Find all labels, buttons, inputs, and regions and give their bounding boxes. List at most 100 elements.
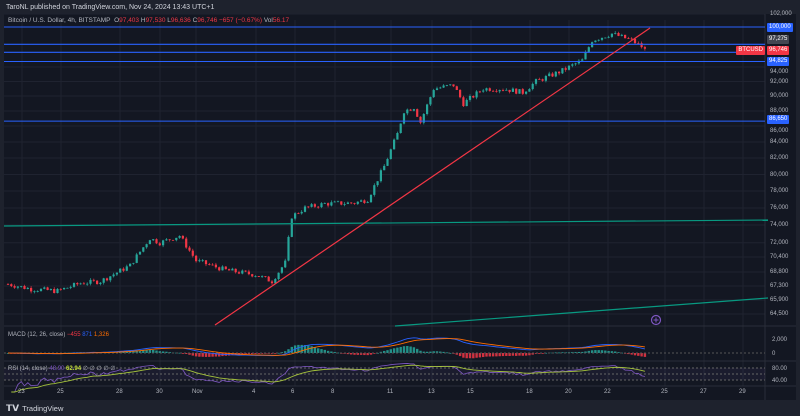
macd-histogram-bar — [353, 353, 356, 355]
candle-up — [142, 247, 145, 252]
macd-histogram-bar — [505, 353, 508, 356]
candle-up — [145, 244, 148, 248]
candle-up — [389, 149, 392, 160]
macd-histogram-bar — [178, 352, 181, 354]
candle-up — [261, 276, 264, 277]
macd-histogram-bar — [515, 353, 518, 356]
candle-down — [313, 204, 316, 207]
macd-legend[interactable]: MACD (12, 26, close) −455 871 1,326 — [8, 331, 109, 339]
macd-histogram-bar — [442, 351, 445, 353]
candle-down — [455, 86, 458, 90]
candle-up — [548, 73, 551, 77]
macd-histogram-bar — [491, 353, 495, 357]
candle-down — [155, 239, 158, 244]
candle-up — [439, 87, 442, 89]
candle-up — [518, 89, 521, 94]
macd-histogram-bar — [577, 351, 581, 353]
candle-down — [53, 289, 56, 293]
macd-histogram-bar — [254, 353, 257, 354]
candle-down — [630, 38, 633, 40]
macd-histogram-bar — [607, 350, 610, 353]
candle-up — [406, 109, 409, 114]
macd-histogram-bar — [458, 353, 462, 357]
candle-up — [300, 211, 303, 214]
price-axis-label: 72,000 — [770, 239, 789, 246]
candle-up — [465, 99, 468, 107]
candle-up — [162, 240, 165, 246]
candle-up — [482, 90, 485, 92]
candle-down — [363, 200, 366, 203]
macd-histogram-bar — [188, 353, 191, 355]
candle-down — [158, 243, 161, 246]
candle-down — [297, 213, 300, 215]
macd-histogram-bar — [425, 351, 429, 353]
candle-up — [485, 88, 488, 91]
rsi-line — [11, 363, 645, 393]
macd-histogram-bar — [323, 349, 326, 353]
rsi-value: 48.90 — [49, 366, 65, 372]
candle-up — [241, 270, 244, 274]
candle-up — [379, 170, 382, 182]
symbol-name[interactable]: Bitcoin / U.S. Dollar, 4h, BITSTAMP — [8, 17, 111, 24]
macd-histogram-bar — [402, 346, 406, 353]
macd-histogram-bar — [524, 353, 528, 356]
candle-up — [544, 76, 547, 81]
candle-down — [551, 73, 554, 77]
macd-histogram-bar — [211, 353, 214, 357]
candle-up — [373, 185, 376, 195]
candle-up — [581, 59, 584, 61]
macd-histogram-bar — [399, 346, 402, 353]
candle-down — [96, 280, 99, 285]
candle-up — [534, 79, 538, 84]
macd-axis-2000: 2,000 — [772, 337, 788, 343]
candle-up — [402, 113, 406, 124]
price-axis-label: 90,000 — [770, 93, 789, 99]
candle-down — [317, 206, 320, 208]
plus-circle-icon[interactable] — [650, 314, 662, 326]
candle-up — [86, 283, 89, 285]
close-value: 96,746 — [197, 17, 218, 24]
candle-down — [211, 264, 214, 266]
candle-down — [419, 116, 422, 123]
rsi-axis-40: 40.00 — [772, 378, 788, 384]
candle-up — [449, 84, 452, 86]
macd-histogram-bar — [313, 347, 317, 353]
candle-up — [138, 251, 142, 255]
candle-down — [247, 271, 250, 275]
macd-histogram-bar — [284, 351, 287, 353]
change-value: −657 (−0.67%) — [219, 17, 263, 24]
candle-down — [488, 88, 491, 91]
rsi-ma-line — [11, 364, 646, 393]
macd-histogram-bar — [412, 347, 416, 353]
tradingview-logo[interactable]: 𝗧𝗩 TradingView — [6, 403, 63, 414]
macd-histogram-bar — [227, 353, 231, 356]
chart-frame[interactable] — [4, 14, 796, 400]
candle-up — [165, 239, 168, 241]
price-axis-label: 88,000 — [770, 108, 789, 114]
macd-histogram-bar — [277, 352, 280, 354]
candle-up — [198, 260, 201, 262]
rsi-legend[interactable]: RSI (14, close) 48.90 62.94 ∅ ∅ ∅ ∅ ∅ — [8, 365, 116, 373]
candle-up — [528, 89, 531, 92]
candle-up — [26, 287, 29, 289]
macd-histogram-bar — [485, 353, 488, 357]
date-axis-label: 6 — [291, 389, 295, 395]
rsi-label: RSI (14, close) — [8, 366, 48, 372]
candle-up — [336, 201, 340, 203]
macd-histogram-bar — [247, 353, 251, 355]
macd-signal-value: 1,326 — [93, 332, 109, 338]
candle-up — [284, 260, 287, 268]
price-axis-label: 67,300 — [770, 283, 789, 289]
macd-histogram-bar — [445, 352, 449, 354]
candle-down — [627, 38, 630, 40]
macd-histogram-bar — [396, 347, 399, 353]
candle-up — [383, 165, 386, 171]
date-axis-label: 25 — [57, 389, 64, 395]
candle-up — [287, 236, 290, 261]
candle-up — [20, 286, 23, 287]
candle-down — [244, 270, 247, 272]
candle-up — [360, 200, 363, 202]
macd-histogram-bar — [541, 353, 544, 354]
candle-up — [69, 286, 72, 288]
